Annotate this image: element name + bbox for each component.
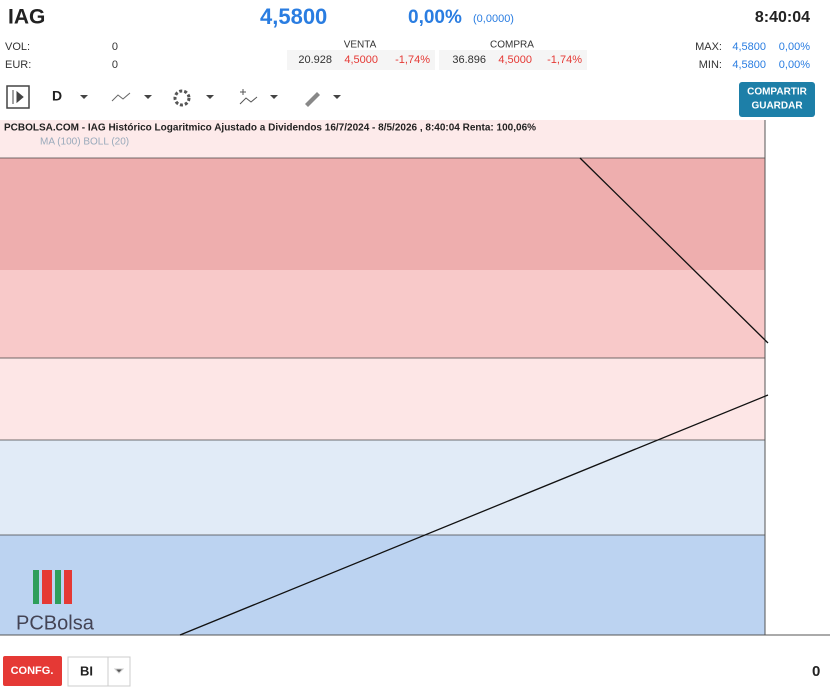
- compra-qty: 36.896: [452, 54, 486, 66]
- draw-icon[interactable]: [305, 92, 320, 107]
- dropdown-arrows: [80, 95, 341, 99]
- zones: [0, 120, 830, 636]
- symbol: IAG: [8, 6, 45, 29]
- axis-bg: [765, 120, 830, 635]
- compra-price: 4,5000: [498, 54, 532, 66]
- change: 0,00%: [408, 7, 462, 28]
- mode-text: BI: [80, 663, 93, 678]
- save-text: GUARDAR: [751, 101, 803, 112]
- logo-bar: [64, 570, 72, 604]
- panel-toggle[interactable]: [6, 85, 30, 109]
- eur-label: EUR:: [5, 59, 31, 71]
- trend-lines: [179, 157, 769, 636]
- venta-box: [287, 50, 435, 70]
- period-select[interactable]: D: [52, 88, 62, 104]
- max-label: MAX:: [695, 41, 722, 53]
- logo-bar: [55, 570, 61, 604]
- venta-qty: 20.928: [298, 54, 332, 66]
- time: 8:40:04: [755, 9, 810, 26]
- eur: 0: [112, 59, 118, 71]
- indicator-label: MA (100) BOLL (20): [40, 137, 129, 148]
- mode-arrow: [107, 657, 125, 686]
- venta-pct: -1,74%: [395, 54, 430, 66]
- logo-bar: [33, 570, 39, 604]
- zone: [0, 158, 765, 270]
- zone: [0, 535, 765, 635]
- venta-price: 4,5000: [344, 54, 378, 66]
- max-price: 4,5800: [732, 41, 766, 53]
- logo-bar: [42, 570, 52, 604]
- change-abs: (0,0000): [473, 13, 514, 25]
- indicator-icon[interactable]: [239, 89, 258, 105]
- share-button[interactable]: [739, 82, 815, 117]
- compra-box: [439, 50, 587, 70]
- price: 4,5800: [260, 4, 327, 29]
- zone-borders: [0, 157, 765, 536]
- panel-icon: [12, 90, 24, 104]
- settings-icon[interactable]: [173, 89, 191, 107]
- share-text: COMPARTIR: [747, 87, 808, 98]
- chart-type-icon[interactable]: [111, 92, 131, 102]
- vol: 0: [112, 41, 118, 53]
- zone: [0, 270, 765, 358]
- min-price: 4,5800: [732, 59, 766, 71]
- venta-label: VENTA: [344, 40, 377, 51]
- logo: PCBolsa: [16, 570, 95, 634]
- config-text: CONFG.: [11, 665, 54, 677]
- logo-text: PCBolsa: [16, 612, 95, 634]
- axis-lines: [0, 120, 830, 636]
- zone: [0, 440, 765, 535]
- min-label: MIN:: [699, 59, 722, 71]
- vol-label: VOL:: [5, 41, 30, 53]
- zone: [0, 358, 765, 440]
- chart-title: PCBOLSA.COM - IAG Histórico Logaritmico …: [4, 123, 536, 134]
- compra-pct: -1,74%: [547, 54, 582, 66]
- count: 0: [812, 663, 820, 680]
- toolbar: D COMPARTIR GUARDAR: [6, 82, 815, 117]
- zone: [0, 120, 765, 158]
- min-pct: 0,00%: [779, 59, 810, 71]
- compra-label: COMPRA: [490, 40, 534, 51]
- max-pct: 0,00%: [779, 41, 810, 53]
- config-button[interactable]: [3, 656, 62, 686]
